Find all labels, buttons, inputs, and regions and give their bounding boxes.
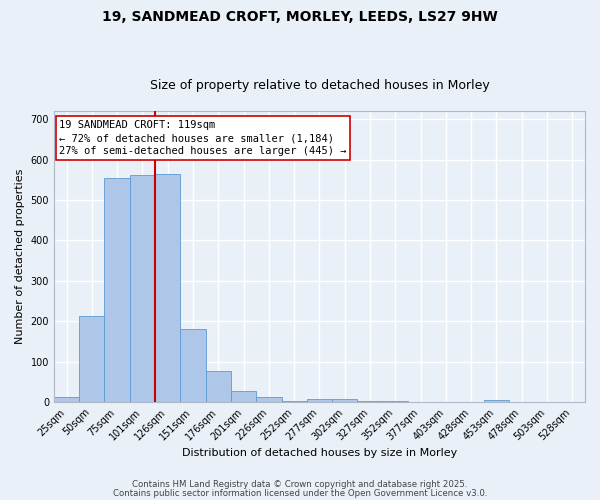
Bar [104,178,130,402]
Text: 19 SANDMEAD CROFT: 119sqm
← 72% of detached houses are smaller (1,184)
27% of se: 19 SANDMEAD CROFT: 119sqm ← 72% of detac… [59,120,347,156]
X-axis label: Distribution of detached houses by size in Morley: Distribution of detached houses by size … [182,448,457,458]
Text: Contains public sector information licensed under the Open Government Licence v3: Contains public sector information licen… [113,488,487,498]
Text: 19, SANDMEAD CROFT, MORLEY, LEEDS, LS27 9HW: 19, SANDMEAD CROFT, MORLEY, LEEDS, LS27 … [102,10,498,24]
Bar [79,316,104,402]
Bar [206,372,231,402]
Bar [231,391,256,402]
Title: Size of property relative to detached houses in Morley: Size of property relative to detached ho… [149,79,490,92]
Bar [181,328,206,402]
Bar [130,175,155,402]
Bar [307,399,332,402]
Y-axis label: Number of detached properties: Number of detached properties [15,169,25,344]
Text: Contains HM Land Registry data © Crown copyright and database right 2025.: Contains HM Land Registry data © Crown c… [132,480,468,489]
Bar [484,400,509,402]
Bar [54,397,79,402]
Bar [256,397,281,402]
Bar [332,399,358,402]
Bar [155,174,181,402]
